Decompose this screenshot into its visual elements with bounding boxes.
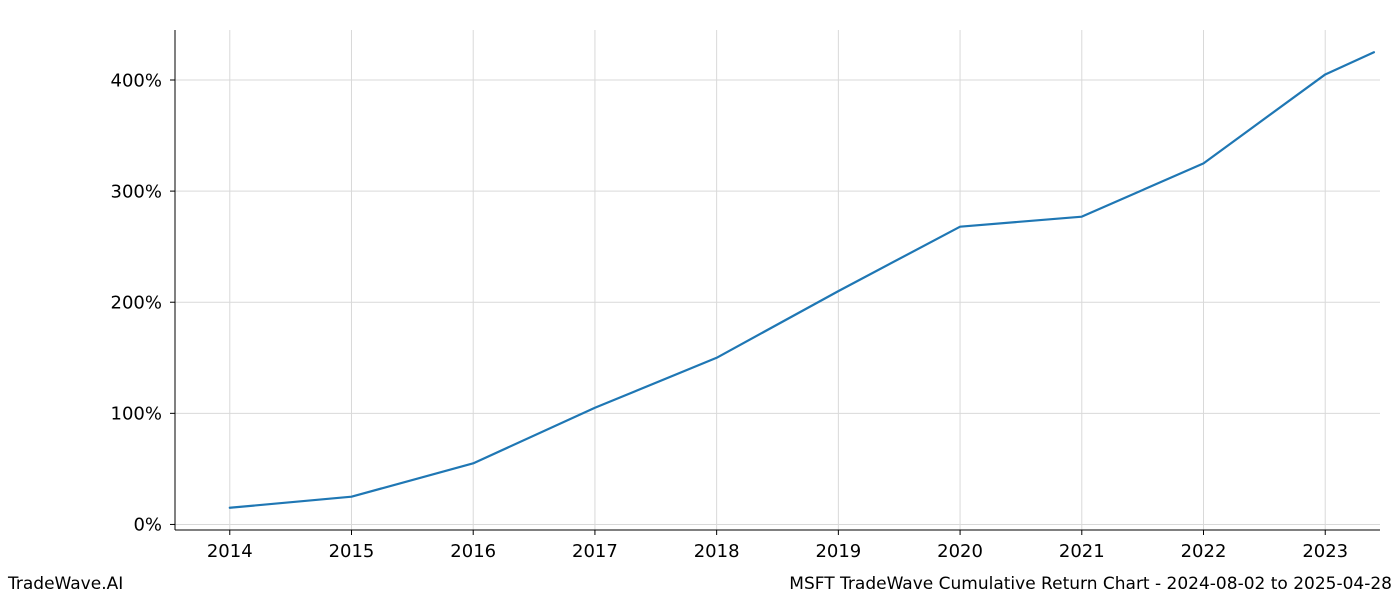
- x-tick-label: 2016: [450, 541, 496, 562]
- y-tick-label: 400%: [111, 70, 162, 91]
- x-tick-label: 2022: [1181, 541, 1227, 562]
- footer-brand: TradeWave.AI: [8, 574, 123, 594]
- x-tick-label: 2017: [572, 541, 618, 562]
- y-tick-label: 100%: [111, 404, 162, 425]
- y-tick-label: 300%: [111, 181, 162, 202]
- x-tick-label: 2015: [329, 541, 375, 562]
- x-tick-label: 2018: [694, 541, 740, 562]
- x-tick-label: 2020: [937, 541, 983, 562]
- footer-caption: MSFT TradeWave Cumulative Return Chart -…: [789, 574, 1392, 594]
- line-chart: 2014 2015 2016 2017 2018 2019 2020 2021 2022 2023…: [0, 0, 1400, 600]
- x-tick-label: 2021: [1059, 541, 1105, 562]
- x-tick-label: 2023: [1302, 541, 1348, 562]
- y-tick-label: 0%: [133, 515, 162, 536]
- series-line: [230, 52, 1374, 508]
- x-tick-label: 2019: [815, 541, 861, 562]
- chart-container: 2014 2015 2016 2017 2018 2019 2020 2021 2022 2023…: [0, 0, 1400, 600]
- x-tick-label: 2014: [207, 541, 253, 562]
- y-tick-label: 200%: [111, 293, 162, 314]
